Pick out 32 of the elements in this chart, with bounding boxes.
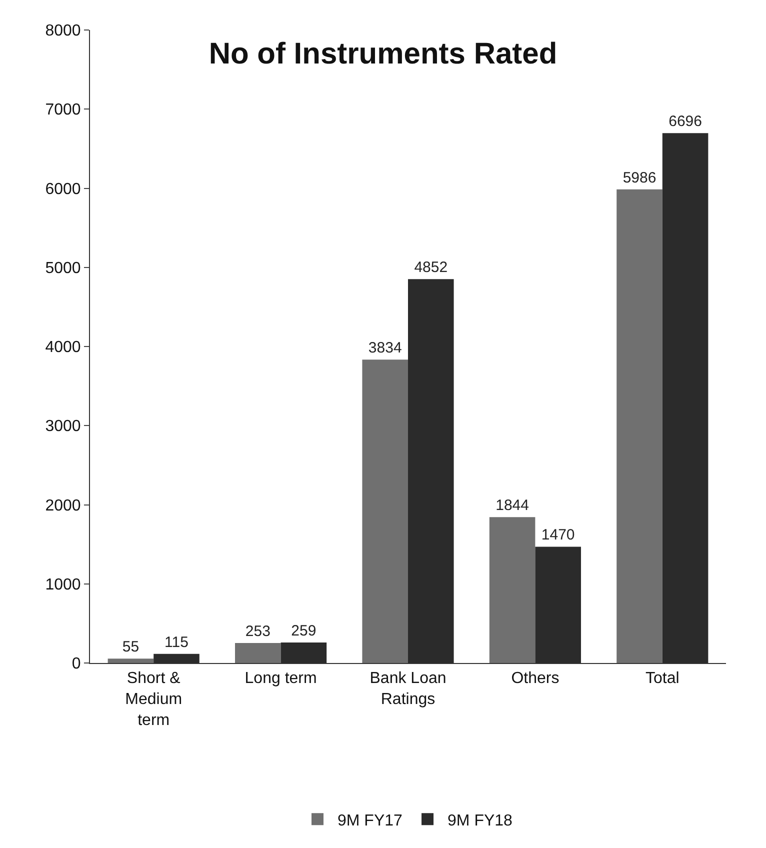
bar: [108, 658, 154, 663]
x-tick-label: Bank Loan Ratings: [370, 670, 446, 708]
y-tick-label: 8000: [45, 22, 81, 40]
data-label: 115: [164, 634, 188, 651]
data-label: 4852: [414, 259, 448, 276]
y-tick-label: 0: [72, 656, 81, 673]
data-label: 259: [291, 622, 316, 640]
y-tick-label: 6000: [45, 180, 81, 198]
data-label: 5986: [622, 169, 656, 186]
data-label: 1470: [541, 526, 575, 544]
bar: [616, 189, 662, 663]
chart-title: No of Instruments Rated: [208, 37, 558, 70]
y-tick-label: 5000: [45, 260, 81, 277]
y-tick-label: 2000: [45, 497, 81, 514]
x-tick-label: Short & Medium term: [125, 670, 182, 729]
data-label: 253: [245, 622, 270, 640]
legend-label: 9M FY17: [338, 812, 403, 830]
x-tick-label: Long term: [244, 670, 317, 688]
data-label: 6696: [668, 113, 702, 130]
legend-label: 9M FY18: [448, 812, 513, 830]
x-tick-label: Others: [511, 670, 560, 688]
data-label: 55: [122, 638, 140, 656]
y-tick-label: 4000: [45, 339, 81, 356]
x-tick-label: Total: [646, 670, 680, 688]
bar: [235, 642, 281, 663]
y-tick-label: 7000: [45, 102, 81, 119]
bar: [362, 360, 408, 663]
y-tick-label: 1000: [45, 576, 81, 594]
data-label: 3834: [368, 340, 402, 357]
data-label: 1844: [496, 497, 529, 514]
bar: [489, 517, 536, 663]
y-tick-label: 3000: [45, 418, 81, 436]
